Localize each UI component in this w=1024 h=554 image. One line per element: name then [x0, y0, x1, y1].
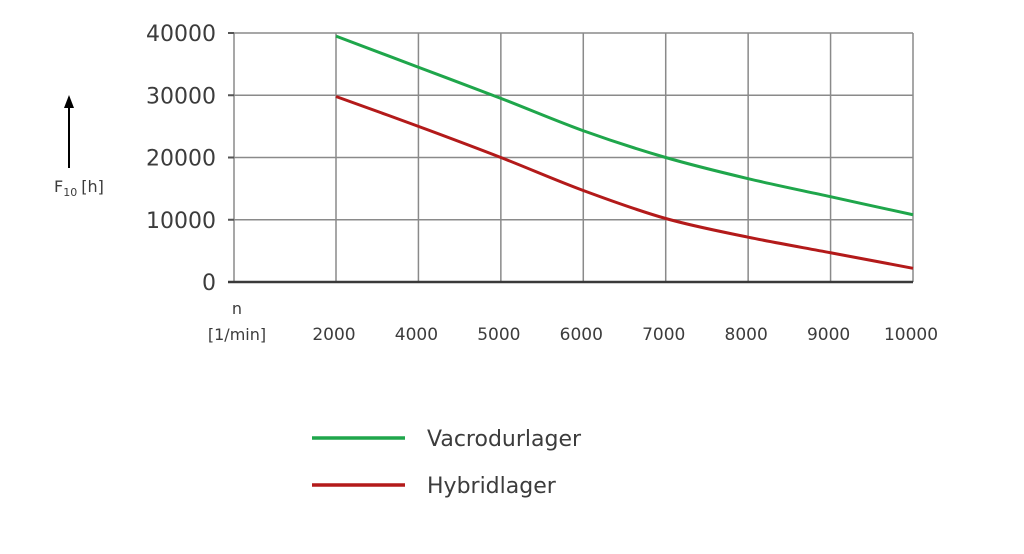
y-tick-label: 20000	[146, 147, 216, 172]
legend-label: Hybridlager	[427, 474, 557, 499]
x-axis-label: n [1/min]	[208, 299, 266, 344]
chart-series	[335, 34, 914, 270]
up-arrow-icon	[64, 95, 74, 108]
y-tick-label: 40000	[146, 22, 216, 47]
x-tick-label: 8000	[725, 325, 768, 345]
y-label-main: F	[54, 177, 63, 196]
y-label-unit: [h]	[81, 177, 104, 196]
y-tick-label: 30000	[146, 84, 216, 109]
y-axis-label: F10 [h]	[54, 95, 104, 199]
legend-item-vacrodurlager: Vacrodurlager	[312, 427, 582, 452]
x-tick-label: 2000	[312, 325, 355, 345]
legend-item-hybridlager: Hybridlager	[312, 474, 557, 499]
x-tick-labels: 2000 4000 5000 6000 7000 8000 9000 10000	[312, 325, 938, 345]
x-tick-label: 9000	[807, 325, 850, 345]
x-tick-label: 6000	[560, 325, 603, 345]
y-tick-label: 0	[202, 271, 216, 296]
svg-text:F10[h]: F10 [h]	[54, 177, 104, 199]
x-tick-label: 7000	[642, 325, 685, 345]
x-tick-label: 5000	[477, 325, 520, 345]
x-label-line2: [1/min]	[208, 325, 266, 344]
y-tick-label: 10000	[146, 209, 216, 234]
chart-legend: Vacrodurlager Hybridlager	[312, 427, 582, 499]
series-line-hybridlager	[335, 95, 914, 270]
series-line-vacrodurlager	[335, 34, 914, 217]
y-tick-labels: 0 10000 20000 30000 40000	[146, 22, 216, 296]
chart-grid	[228, 32, 914, 284]
y-label-subscript: 10	[63, 186, 77, 199]
x-tick-label: 4000	[395, 325, 438, 345]
x-label-line1: n	[232, 299, 242, 318]
x-tick-label: 10000	[884, 325, 938, 345]
legend-label: Vacrodurlager	[427, 427, 582, 452]
